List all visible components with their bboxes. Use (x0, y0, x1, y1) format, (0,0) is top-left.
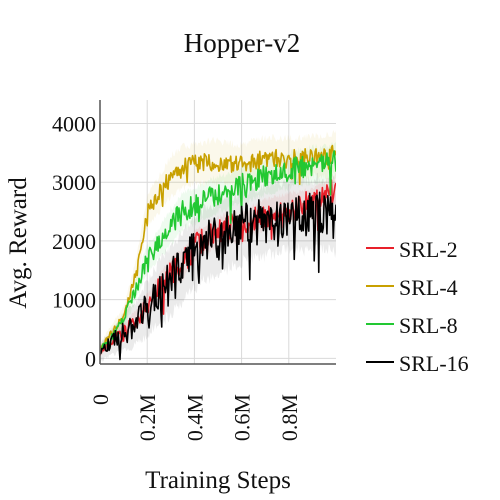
x-tick-label: 0.8M (277, 394, 302, 441)
x-tick-label: 0.6M (230, 394, 255, 441)
legend-label: SRL-4 (399, 275, 458, 300)
series-line (100, 191, 336, 361)
tick-labels: 0 1000 2000 3000 4000 0 0.2M 0.4M 0.6M 0.8M (52, 111, 302, 441)
x-tick-label: 0.2M (135, 394, 160, 441)
y-tick-label: 3000 (52, 170, 96, 195)
legend: SRL-2 SRL-4 SRL-8 SRL-16 (366, 237, 469, 376)
y-tick-label: 4000 (52, 111, 96, 136)
x-axis-label: Training Steps (145, 467, 291, 494)
x-tick-label: 0.4M (182, 394, 207, 441)
series-line (100, 150, 336, 353)
series-lines (100, 144, 336, 361)
chart-title: Hopper-v2 (184, 28, 300, 58)
y-axis-label: Avg. Reward (5, 177, 32, 309)
series-band (100, 129, 336, 355)
grid (99, 100, 336, 364)
y-tick-label: 1000 (52, 288, 96, 313)
legend-label: SRL-16 (399, 351, 469, 376)
y-tick-label: 2000 (52, 229, 96, 254)
legend-label: SRL-2 (399, 237, 458, 262)
y-tick-label: 0 (85, 346, 96, 371)
legend-label: SRL-8 (399, 313, 458, 338)
x-tick-label: 0 (88, 394, 113, 405)
